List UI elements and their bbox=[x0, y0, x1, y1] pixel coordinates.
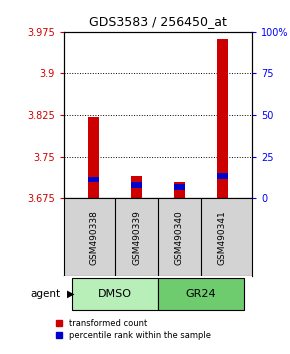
Text: GSM490338: GSM490338 bbox=[89, 210, 98, 265]
Bar bbox=[131, 176, 142, 198]
Text: agent: agent bbox=[31, 289, 61, 299]
Text: GSM490341: GSM490341 bbox=[218, 210, 227, 264]
Bar bbox=[174, 184, 185, 190]
Bar bbox=[88, 177, 99, 182]
Text: GSM490340: GSM490340 bbox=[175, 210, 184, 264]
Bar bbox=[174, 182, 185, 198]
Bar bbox=[217, 173, 228, 179]
Bar bbox=[88, 117, 99, 198]
Bar bbox=[158, 278, 244, 310]
Bar bbox=[72, 278, 158, 310]
Text: DMSO: DMSO bbox=[98, 289, 132, 299]
Bar bbox=[217, 39, 228, 198]
Text: ▶: ▶ bbox=[67, 289, 74, 299]
Bar bbox=[131, 182, 142, 188]
Text: GR24: GR24 bbox=[186, 289, 216, 299]
Title: GDS3583 / 256450_at: GDS3583 / 256450_at bbox=[89, 15, 227, 28]
Text: GSM490339: GSM490339 bbox=[132, 210, 141, 265]
Legend: transformed count, percentile rank within the sample: transformed count, percentile rank withi… bbox=[56, 319, 211, 340]
